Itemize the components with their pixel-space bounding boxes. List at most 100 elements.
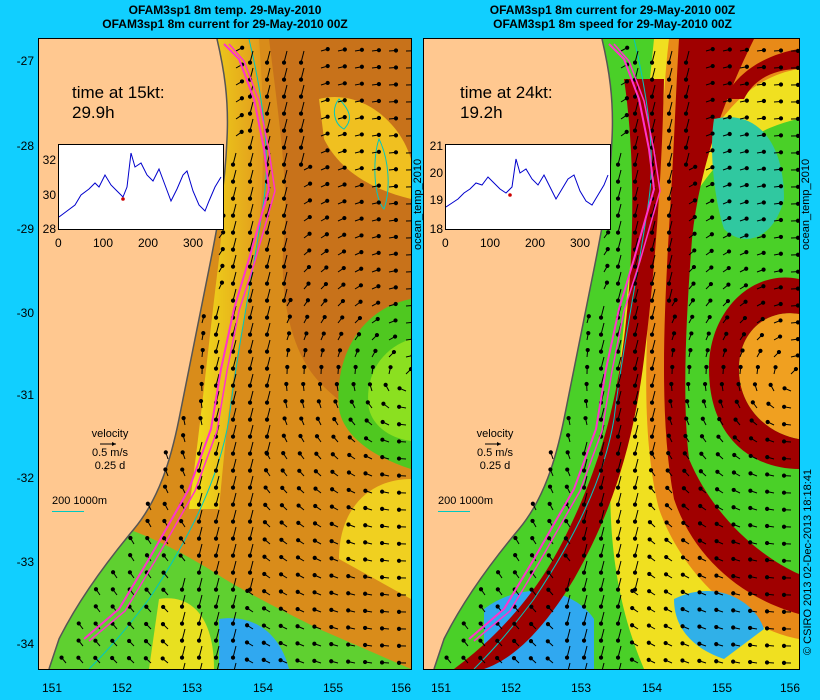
current-vector-head [325, 63, 330, 69]
current-vector-head [529, 621, 534, 627]
current-vector-head [736, 382, 741, 387]
left-map-svg [39, 39, 411, 669]
current-vector-head [239, 129, 244, 135]
current-vector-head [795, 303, 799, 308]
current-vector-head [346, 470, 352, 475]
current-vector-head [546, 570, 551, 575]
right-velocity-legend: velocity 0.5 m/s 0.25 d [465, 428, 525, 473]
current-vector-head [795, 235, 799, 240]
current-vector-head [201, 314, 206, 319]
current-vector-head [346, 505, 351, 510]
current-vector-head [296, 486, 301, 491]
current-vector-head [681, 503, 686, 508]
current-vector-head [697, 521, 703, 526]
current-vector-head [683, 145, 689, 150]
current-vector-head [734, 399, 739, 404]
current-vector-head [213, 485, 219, 490]
current-vector-head [581, 451, 587, 456]
current-vector-head [196, 570, 202, 575]
current-vector-head [359, 266, 364, 271]
lat-tick-1: -28 [16, 139, 34, 153]
current-vector-head [376, 81, 382, 87]
current-vector-head [178, 536, 183, 541]
current-vector-head [727, 148, 732, 153]
current-vector-head [615, 417, 621, 422]
current-vector-head [213, 468, 219, 473]
current-vector-head [632, 145, 638, 150]
current-vector-head [325, 198, 330, 203]
current-vector-head [513, 535, 518, 541]
current-vector-head [672, 331, 677, 336]
current-vector-head [740, 348, 745, 353]
current-vector-head [777, 334, 783, 339]
current-vector-head [795, 48, 799, 53]
current-vector-head [727, 131, 732, 137]
current-vector-head [359, 199, 364, 204]
current-vector-head [530, 535, 535, 541]
current-vector-head [144, 621, 149, 627]
left-side-label: ocean_temp_2010 [412, 158, 424, 250]
left-title-line1: OFAM3sp1 8m temp. 29-May-2010 [128, 3, 322, 17]
current-vector-head [145, 535, 150, 541]
current-vector-head [324, 215, 330, 220]
right-ship-route-return [473, 43, 661, 642]
current-vector-head [747, 608, 753, 613]
current-vector-head [396, 592, 402, 597]
current-vector-head [160, 622, 166, 627]
current-vector-head [247, 128, 253, 133]
current-vector-head [295, 572, 300, 577]
current-vector-head [297, 468, 302, 473]
current-vector-head [359, 216, 364, 221]
current-vector-head [761, 81, 767, 87]
current-vector-head [680, 589, 685, 594]
current-vector-head [632, 332, 638, 337]
current-vector-head [761, 217, 766, 222]
current-vector-head [778, 217, 784, 223]
current-vector-head [346, 556, 351, 562]
current-vector-head [564, 604, 570, 609]
current-vector-head [393, 82, 399, 87]
current-vector-head [795, 353, 799, 358]
current-vector-head [247, 434, 253, 439]
current-vector-head [230, 298, 236, 303]
current-vector-head [396, 660, 402, 665]
current-vector-head [649, 111, 655, 116]
current-vector-head [697, 624, 702, 629]
current-vector-head [761, 166, 766, 171]
current-vector-head [666, 94, 672, 99]
left-velocity-duration: 0.25 d [94, 460, 126, 472]
current-vector-head [325, 181, 330, 187]
current-vector-head [748, 436, 754, 441]
right-map-panel [423, 38, 800, 670]
current-vector-head [630, 588, 635, 593]
current-vector-head [312, 538, 317, 543]
current-vector-head [359, 47, 365, 52]
current-vector-head [698, 486, 703, 491]
current-vector-head [181, 433, 186, 438]
current-vector-head [731, 556, 736, 562]
current-vector-head [342, 64, 347, 69]
current-vector-head [247, 111, 253, 116]
current-vector-head [93, 604, 98, 609]
current-vector-head [632, 162, 638, 167]
current-vector-head [615, 196, 621, 201]
current-vector-head [230, 162, 236, 167]
current-vector-head [649, 298, 655, 303]
current-vector-head [329, 659, 334, 664]
current-vector-head [725, 315, 730, 320]
current-vector-head [688, 348, 693, 353]
current-vector-head [511, 656, 517, 661]
current-vector-head [376, 250, 381, 255]
current-vector-head [781, 660, 787, 665]
current-vector-head [690, 298, 696, 303]
current-vector-head [59, 655, 64, 660]
current-vector-head [308, 164, 313, 169]
current-vector-head [744, 166, 749, 171]
current-vector-head [632, 298, 638, 303]
current-vector-head [244, 623, 250, 628]
current-vector-head [161, 604, 166, 610]
current-vector-head [261, 657, 266, 662]
current-vector-head [564, 621, 570, 626]
right-cool-eddy-north [712, 117, 784, 239]
current-vector-head [213, 366, 219, 371]
